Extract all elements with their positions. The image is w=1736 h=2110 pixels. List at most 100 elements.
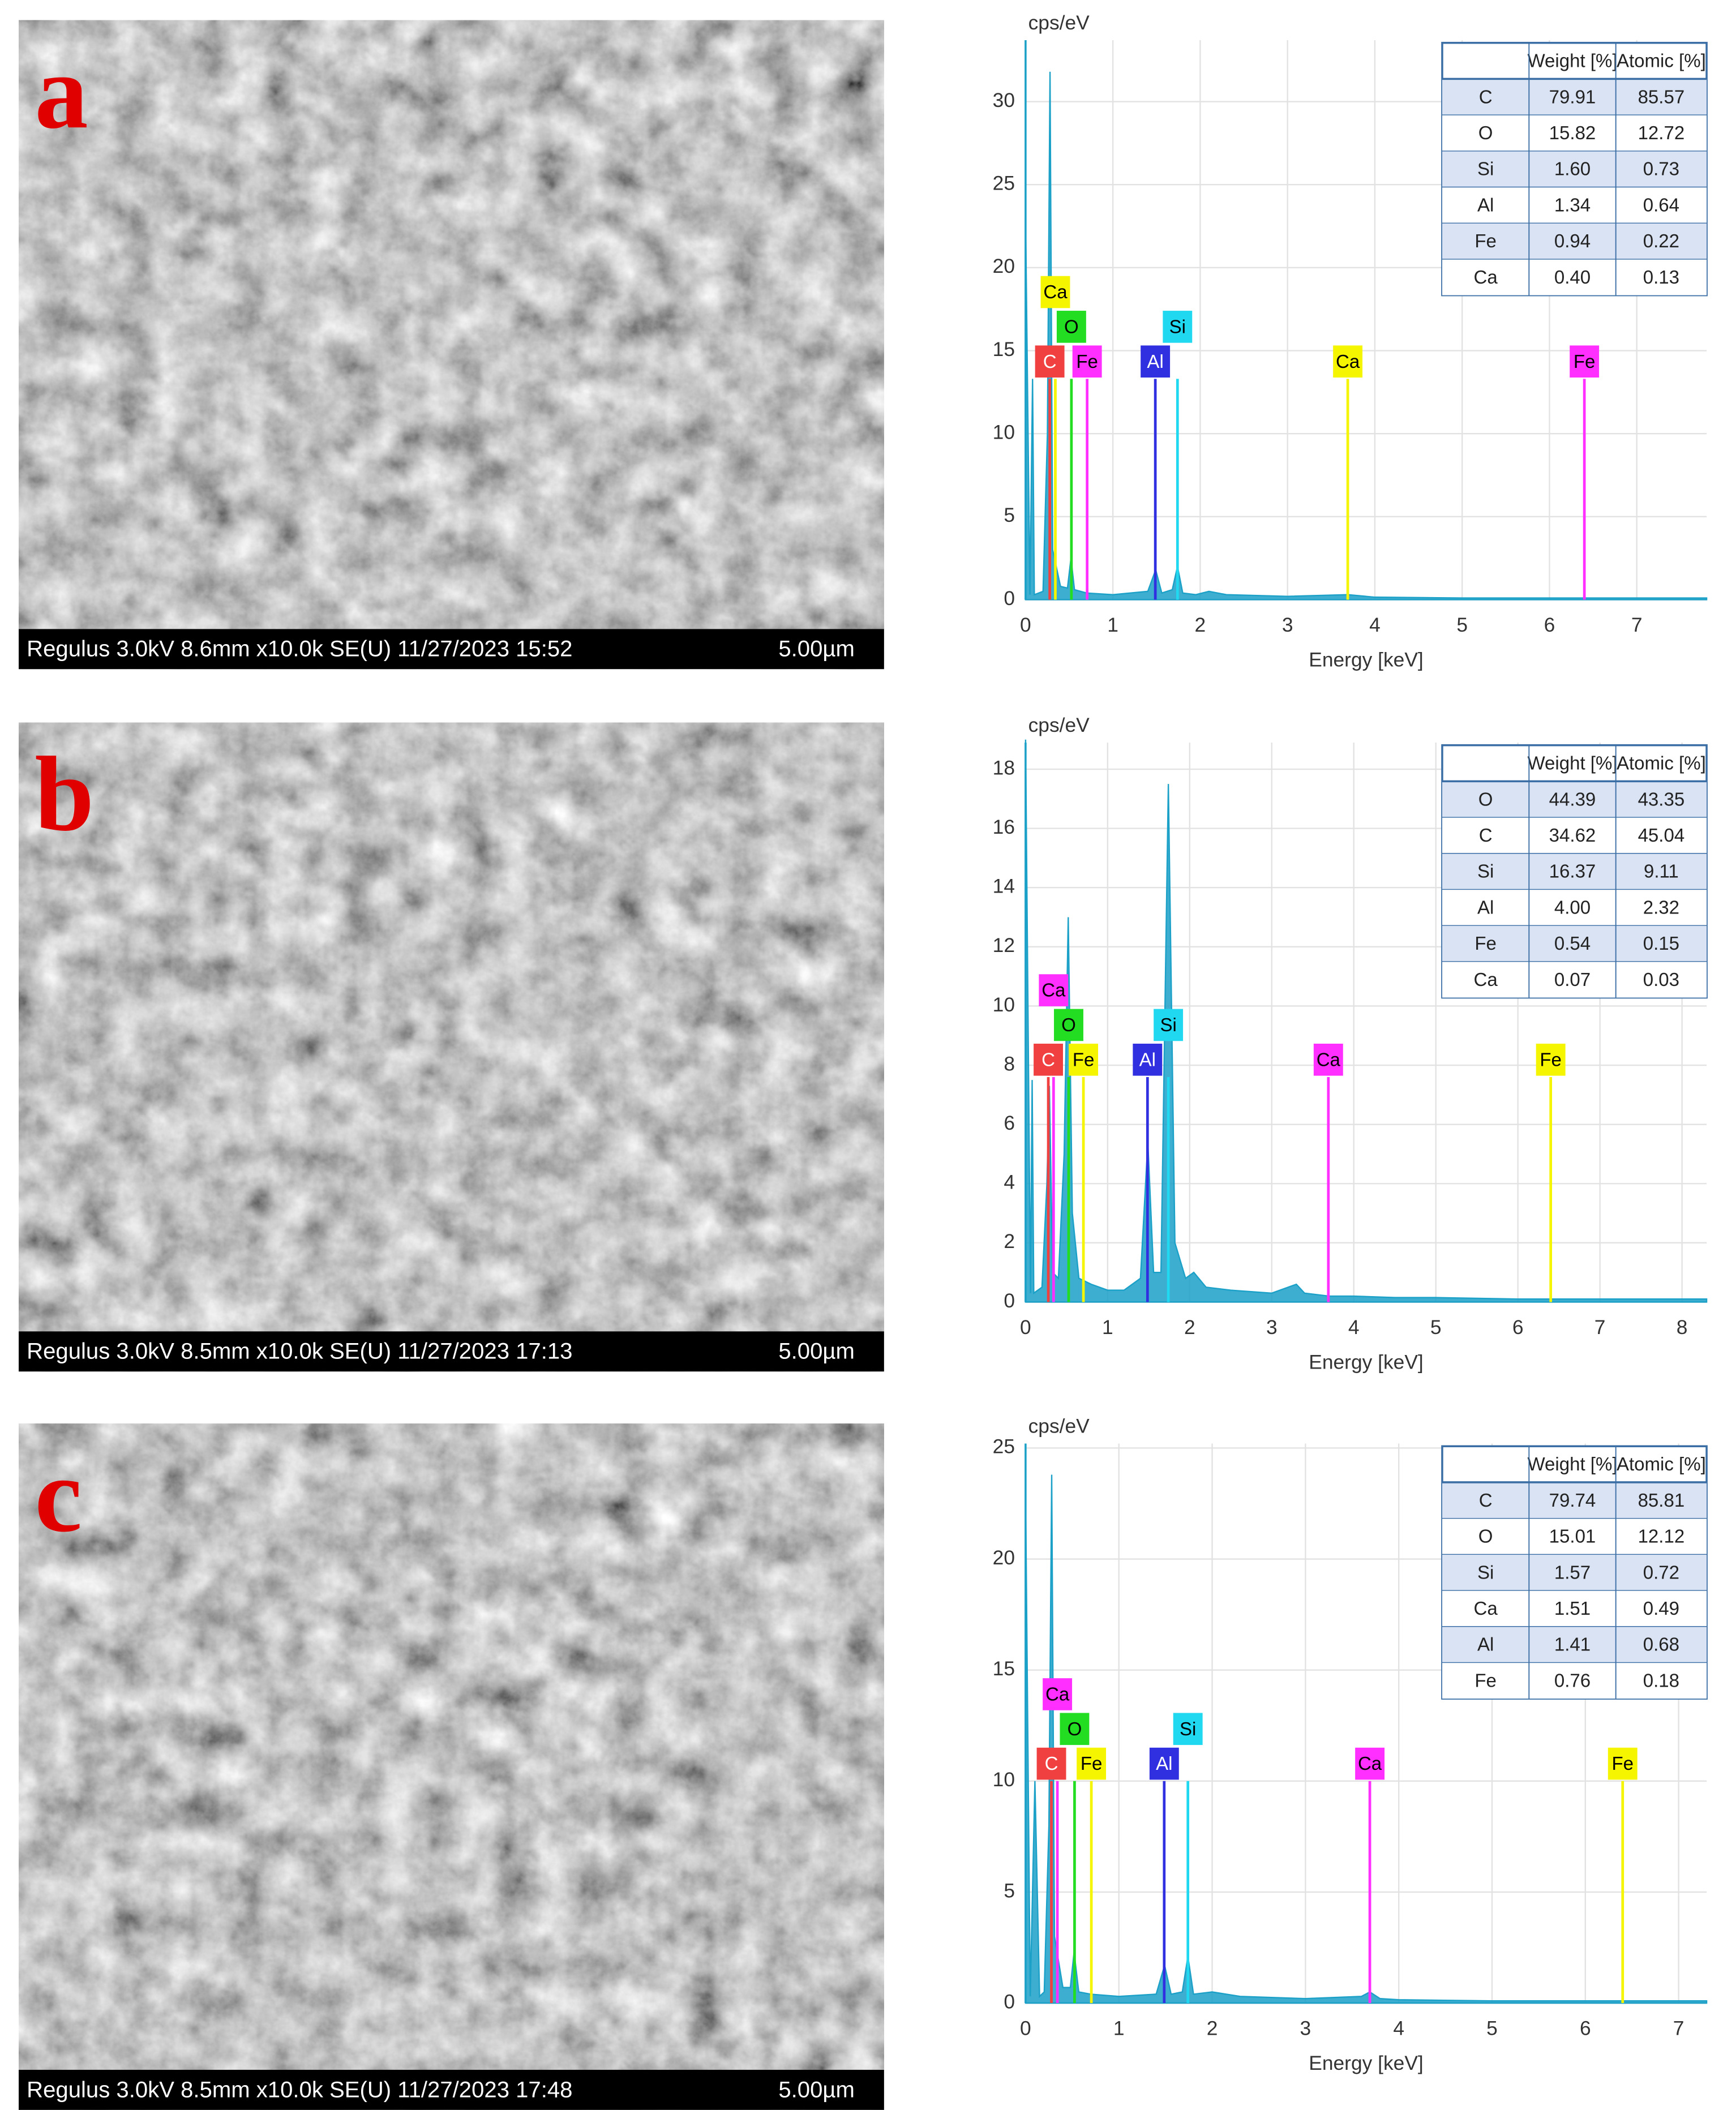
element-label: O [1068,1718,1082,1739]
table-header: Weight [%] [1527,753,1617,774]
element-label: Ca [1317,1049,1341,1070]
table-cell: 0.49 [1643,1598,1679,1619]
x-tick-label: 1 [1113,2018,1125,2040]
table-cell: 15.01 [1549,1526,1596,1547]
x-axis-label: Energy [keV] [1309,2052,1424,2074]
element-label-box [1149,1747,1179,1780]
table-cell: 0.22 [1643,230,1679,251]
y-tick-label: 15 [993,338,1015,361]
y-tick-label: 0 [1004,587,1015,610]
table-cell: 0.40 [1554,267,1591,288]
element-label: Fe [1076,351,1098,372]
table-row [1442,1590,1707,1627]
table-row [1442,853,1707,890]
table-row [1442,1626,1707,1663]
y-tick-label: 0 [1004,1290,1015,1312]
table-header: Atomic [%] [1617,753,1706,774]
element-label: Si [1160,1014,1176,1035]
y-tick-label: 25 [993,173,1015,195]
sem-caption: Regulus 3.0kV 8.5mm x10.0k SE(U) 11/27/2… [27,1339,572,1364]
x-tick-label: 3 [1300,2018,1311,2040]
element-label-box [1034,1043,1063,1076]
element-label: Fe [1081,1753,1103,1774]
element-label-box [1133,1043,1163,1076]
table-row [1442,115,1707,151]
element-label-box [1036,1747,1066,1780]
y-tick-label: 4 [1004,1172,1015,1194]
x-tick-label: 4 [1348,1316,1360,1339]
table-header: Weight [%] [1527,1453,1617,1474]
table-cell: O [1478,788,1493,809]
table-cell: Al [1477,1634,1494,1655]
y-tick-label: 16 [993,816,1015,838]
x-tick-label: 7 [1594,1316,1606,1339]
x-tick-label: 6 [1544,614,1555,636]
table-cell: 43.35 [1638,788,1685,809]
element-label: Ca [1336,351,1360,372]
table-header: Atomic [%] [1617,1453,1706,1474]
table-cell: O [1478,1526,1493,1547]
table-cell: 15.82 [1549,122,1596,143]
table-row [1442,187,1707,224]
table-cell: 79.74 [1549,1490,1596,1511]
table-cell: 2.32 [1643,897,1679,917]
element-label-box [1333,345,1363,378]
panel-label: c [35,1436,82,1554]
table-header: Weight [%] [1527,50,1617,71]
element-label-box [1536,1043,1566,1076]
element-label: Ca [1358,1753,1382,1774]
scale-bar-label: 5.00µm [778,2077,855,2102]
caption-bar [19,1331,884,1372]
x-tick-label: 0 [1020,1316,1031,1339]
spectrum [1025,71,1708,601]
spectrum [1025,739,1708,1303]
element-label-box [1035,345,1065,378]
table-row [1442,961,1707,998]
element-label: C [1045,1753,1058,1774]
table-row [1442,1518,1707,1555]
table-cell: 0.72 [1643,1562,1679,1582]
table-cell: 0.07 [1554,969,1591,990]
element-label: Fe [1540,1049,1562,1070]
table-row [1442,925,1707,962]
y-tick-label: 6 [1004,1112,1015,1134]
element-label-box [1570,345,1600,378]
x-tick-label: 2 [1184,1316,1195,1339]
x-axis-label: Energy [keV] [1309,1351,1424,1373]
table-cell: 1.51 [1554,1598,1591,1619]
element-label: Ca [1043,281,1068,302]
element-label: Ca [1045,1684,1070,1705]
x-tick-label: 2 [1207,2018,1218,2040]
table-row [1442,1662,1707,1699]
scale-bar-label: 5.00µm [778,1339,855,1364]
table-cell: Fe [1474,230,1497,251]
y-tick-label: 15 [993,1658,1015,1680]
table-cell: Ca [1474,267,1498,288]
y-axis-label: cps/eV [1028,12,1090,34]
table-cell: O [1478,122,1493,143]
table-cell: 0.03 [1643,969,1679,990]
table-cell: Ca [1474,969,1498,990]
element-label: C [1041,1049,1055,1070]
x-tick-label: 1 [1107,614,1118,636]
element-label-box [1154,1009,1184,1041]
sem-image [19,722,884,1372]
element-label-box [1039,974,1069,1006]
element-label-box [1355,1747,1385,1780]
element-label: Si [1169,316,1186,337]
x-tick-label: 3 [1282,614,1293,636]
element-label-box [1054,1009,1083,1041]
table-row [1442,1554,1707,1591]
y-tick-label: 14 [993,876,1015,898]
element-label-box [1056,311,1086,343]
x-tick-label: 4 [1393,2018,1404,2040]
element-label: Al [1156,1753,1172,1774]
table-row [1442,151,1707,187]
y-axis-label: cps/eV [1028,1416,1090,1438]
y-axis-label: cps/eV [1028,714,1090,736]
table-cell: 0.54 [1554,933,1591,954]
x-tick-label: 2 [1195,614,1206,636]
table-cell: 0.18 [1643,1670,1679,1691]
element-label-box [1060,1713,1090,1746]
